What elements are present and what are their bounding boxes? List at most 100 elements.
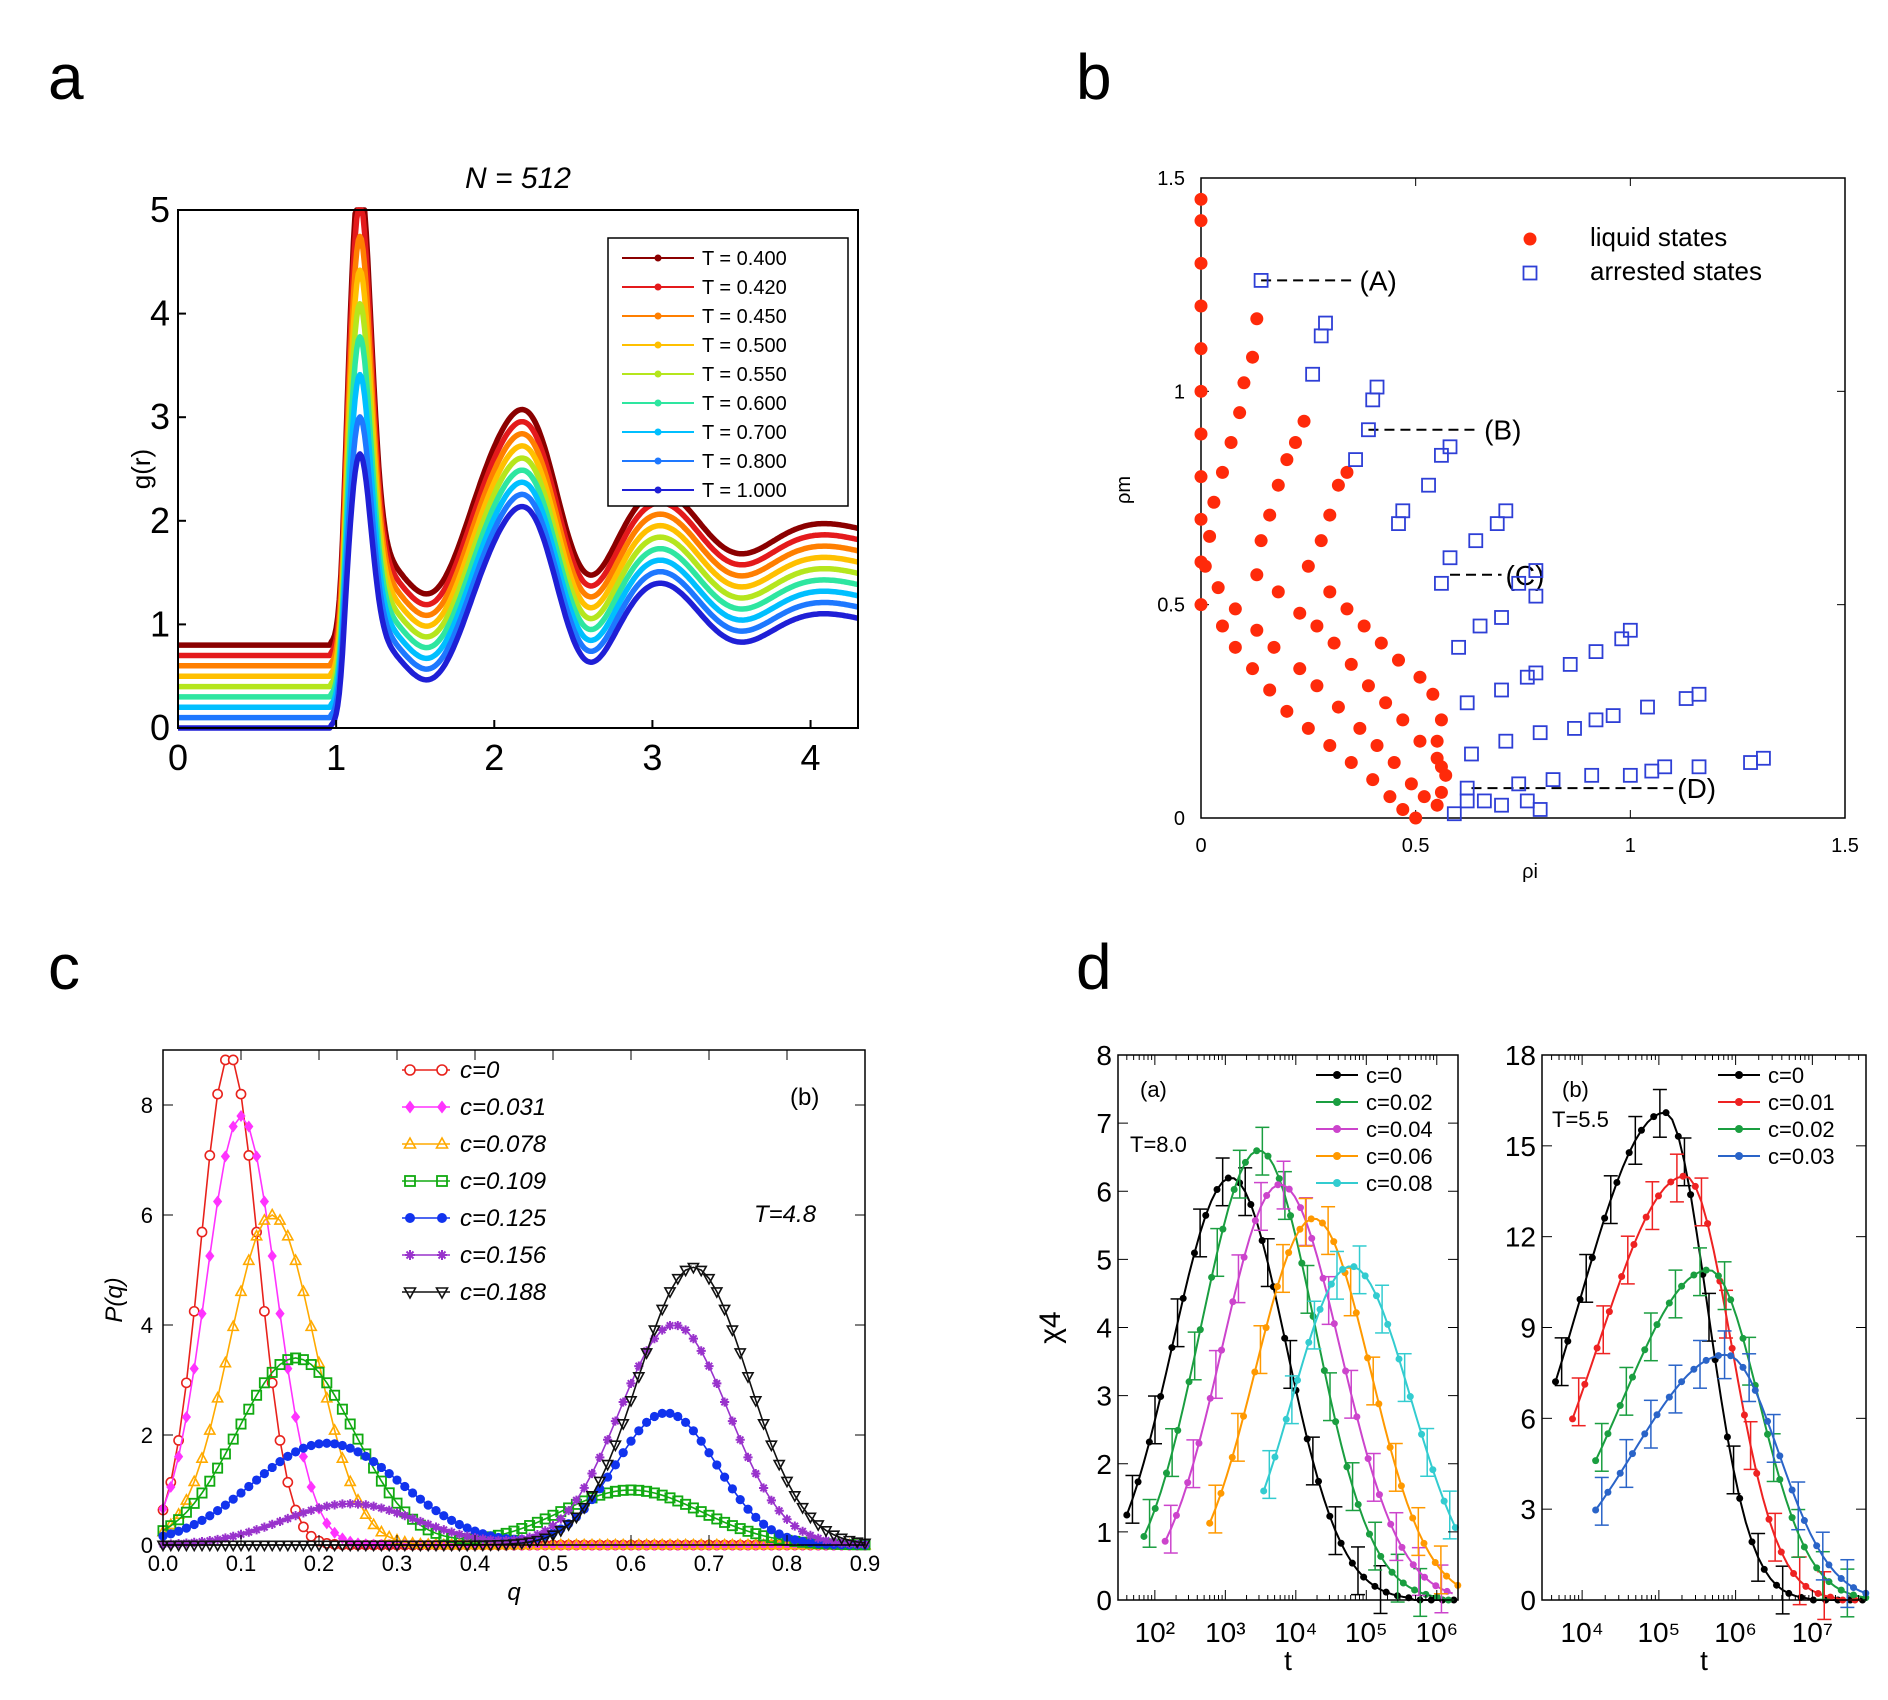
liquid-state-point	[1301, 721, 1315, 735]
series-line-0.450	[176, 233, 860, 669]
data-point	[267, 1250, 277, 1262]
y-tick-label: 1	[1174, 381, 1185, 403]
x-tick-label: 3	[642, 737, 662, 778]
data-point	[640, 1348, 654, 1360]
data-point	[398, 1540, 412, 1553]
data-point	[1217, 1489, 1225, 1497]
data-point	[179, 1540, 193, 1553]
data-point	[205, 1511, 215, 1521]
liquid-state-point	[1233, 406, 1247, 420]
liquid-state-point	[1228, 640, 1242, 654]
data-point	[1788, 1486, 1796, 1494]
data-point	[244, 1481, 254, 1492]
arrested-state-point	[1691, 686, 1707, 702]
y-tick-label: 0	[1174, 808, 1185, 830]
data-point	[1371, 1582, 1379, 1590]
arrested-state-point	[1528, 563, 1544, 578]
data-point	[297, 1521, 309, 1533]
data-point	[227, 1433, 239, 1445]
data-point	[1601, 1214, 1609, 1222]
data-point	[523, 1537, 537, 1550]
data-point	[1760, 1565, 1768, 1573]
data-point	[228, 1531, 238, 1541]
y-tick-label: 4	[141, 1313, 153, 1338]
liquid-state-point	[1327, 636, 1341, 650]
data-point	[226, 1319, 240, 1332]
data-point	[1285, 1185, 1293, 1193]
data-point	[1140, 1532, 1148, 1540]
legend-label: c=0.03	[1768, 1144, 1835, 1169]
data-point	[1714, 1272, 1722, 1280]
liquid-state-point	[1331, 700, 1345, 714]
x-tick-label: 1	[1625, 835, 1636, 857]
legend-label: c=0.109	[460, 1168, 546, 1195]
legend-label: c=0.08	[1366, 1171, 1433, 1196]
chart-b-frame	[1200, 177, 1846, 819]
data-point	[530, 1537, 544, 1550]
data-point	[189, 1537, 199, 1548]
data-point	[1262, 1324, 1270, 1332]
legend-marker	[654, 370, 662, 378]
data-point	[671, 1537, 685, 1550]
data-point	[421, 1540, 435, 1553]
data-point	[345, 1443, 355, 1453]
data-point	[1421, 1573, 1429, 1581]
panel-letter-d: d	[1076, 931, 1112, 1003]
data-point	[1263, 1192, 1271, 1200]
data-point	[289, 1540, 303, 1553]
data-point	[1785, 1589, 1793, 1597]
data-point	[335, 1540, 349, 1553]
data-point	[647, 1537, 661, 1550]
data-point	[1776, 1476, 1784, 1484]
legend-marker	[1735, 1071, 1743, 1079]
y-tick-label: 0	[141, 1533, 153, 1558]
data-point	[1151, 1504, 1159, 1512]
data-point	[273, 1213, 287, 1225]
x-tick-label: 0.6	[616, 1551, 647, 1576]
data-point	[1581, 1380, 1589, 1388]
data-point	[571, 1495, 581, 1505]
data-point	[258, 1305, 270, 1317]
data-point	[343, 1474, 357, 1487]
data-point	[391, 1497, 403, 1509]
data-point	[1825, 1561, 1833, 1569]
data-point	[478, 1534, 488, 1544]
data-point	[322, 1517, 332, 1530]
data-point	[1613, 1178, 1621, 1186]
data-point	[1274, 1181, 1282, 1189]
data-point	[282, 1354, 294, 1366]
arrested-state-point	[1588, 712, 1604, 728]
data-point	[618, 1448, 628, 1458]
data-point	[1275, 1175, 1283, 1183]
liquid-state-point	[1194, 214, 1208, 228]
liquid-state-point	[1301, 559, 1315, 573]
data-point	[641, 1485, 653, 1497]
data-point	[603, 1472, 613, 1482]
data-point	[1642, 1213, 1650, 1221]
legend-marker	[437, 1213, 447, 1223]
arrested-state-point	[1361, 422, 1376, 438]
data-point	[1282, 1415, 1290, 1423]
data-point	[213, 1534, 223, 1545]
data-point	[540, 1526, 550, 1536]
x-tick-label: 10⁶	[1415, 1617, 1458, 1648]
data-point	[688, 1333, 698, 1344]
legend-label: T = 0.450	[702, 306, 787, 328]
data-point	[290, 1352, 302, 1364]
data-point	[1384, 1320, 1392, 1328]
data-point	[337, 1532, 347, 1545]
data-point	[634, 1361, 644, 1371]
data-point	[376, 1503, 386, 1513]
data-point	[1850, 1584, 1858, 1592]
data-point	[1773, 1581, 1781, 1589]
data-point	[218, 1355, 232, 1368]
data-point	[751, 1468, 761, 1479]
data-point	[296, 1284, 310, 1297]
liquid-state-point	[1215, 465, 1229, 479]
data-point	[234, 1284, 248, 1297]
liquid-state-point	[1246, 350, 1260, 364]
data-point	[203, 1423, 217, 1435]
data-point	[852, 1539, 862, 1549]
data-point	[624, 1395, 638, 1408]
data-point	[1451, 1524, 1459, 1532]
